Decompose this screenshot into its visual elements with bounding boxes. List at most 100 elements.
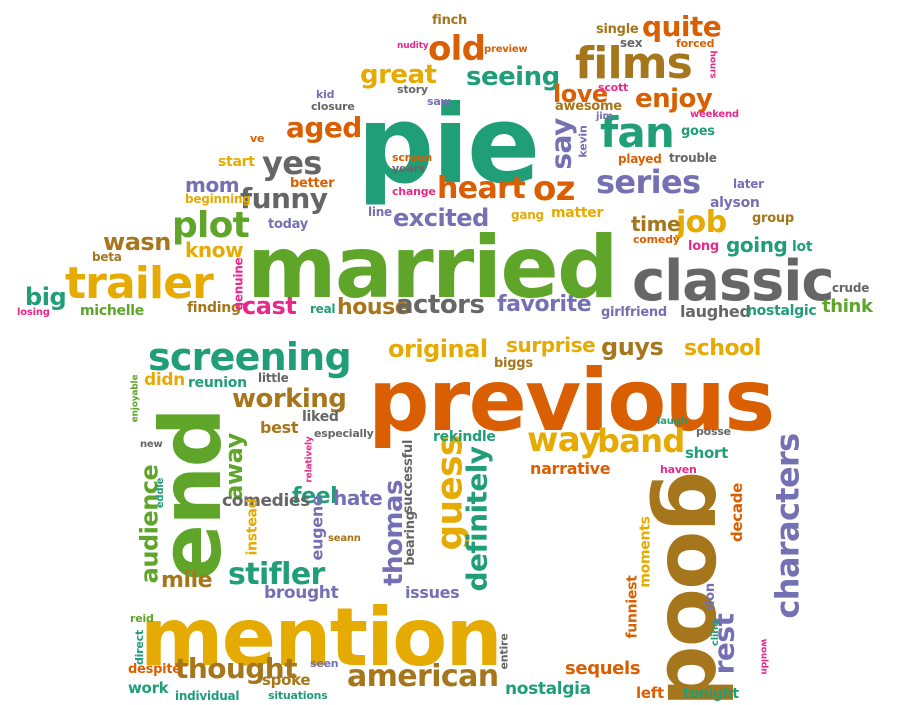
cloud-word: definitely — [460, 446, 494, 592]
cloud-word: liked — [302, 409, 339, 425]
cloud-word: going — [726, 233, 788, 257]
cloud-word: haven — [660, 463, 697, 476]
cloud-word: issues — [405, 583, 460, 602]
cloud-word: years — [392, 162, 425, 175]
cloud-word: start — [218, 154, 255, 170]
cloud-word: spoke — [262, 671, 311, 689]
cloud-word: direct — [133, 630, 146, 665]
cloud-word: work — [128, 679, 169, 697]
cloud-word: closure — [311, 100, 355, 113]
cloud-word: new — [140, 439, 163, 450]
cloud-word: eugene — [307, 495, 327, 561]
cloud-word: better — [290, 176, 335, 191]
cloud-word: time — [631, 212, 681, 236]
cloud-word: despite — [128, 662, 181, 677]
cloud-word: brought — [264, 583, 339, 603]
cloud-word: tonight — [683, 686, 739, 702]
cloud-word: finch — [432, 13, 468, 28]
cloud-word: reunion — [188, 375, 247, 391]
cloud-word: enjoy — [635, 84, 713, 114]
cloud-word: reid — [130, 612, 154, 625]
cloud-word: preview — [484, 44, 528, 55]
cloud-word: individual — [175, 689, 240, 703]
cloud-word: short — [685, 444, 728, 462]
cloud-word: forced — [676, 37, 715, 50]
cloud-word: played — [618, 152, 662, 166]
cloud-word: weekend — [690, 109, 739, 120]
cloud-word: think — [822, 296, 873, 317]
cloud-word: nudity — [397, 41, 429, 51]
cloud-word: band — [597, 422, 685, 460]
cloud-word: seen — [310, 657, 339, 670]
cloud-word: american — [347, 659, 499, 694]
cloud-word: group — [752, 211, 794, 226]
cloud-word: seeing — [466, 62, 560, 92]
cloud-word: screening — [148, 335, 352, 379]
cloud-word: crude — [832, 281, 870, 295]
cloud-word: surprise — [506, 333, 596, 357]
cloud-word: heart — [437, 171, 526, 206]
cloud-word: michelle — [80, 303, 145, 319]
cloud-word: laughed — [680, 302, 751, 321]
cloud-word: left — [636, 684, 664, 702]
cloud-word: job — [676, 205, 727, 240]
cloud-word: saw — [427, 95, 451, 108]
cloud-word: kevin — [576, 125, 590, 158]
cloud-word: matter — [551, 205, 604, 221]
cloud-word: classic — [632, 249, 835, 314]
cloud-word: plot — [172, 205, 250, 246]
cloud-word: don — [702, 583, 718, 610]
cloud-word: eddie — [155, 477, 167, 509]
cloud-word: alyson — [710, 195, 760, 211]
cloud-word: characters — [768, 433, 807, 619]
cloud-word: hours — [707, 50, 718, 79]
cloud-word: love — [553, 80, 608, 108]
cloud-word: favorite — [497, 292, 592, 317]
cloud-word: wouldn — [758, 638, 769, 675]
cloud-word: way — [527, 420, 601, 460]
cloud-word: oz — [533, 169, 575, 209]
cloud-word: guys — [601, 333, 664, 361]
cloud-word: stifler — [228, 557, 325, 592]
cloud-word: jim — [596, 111, 613, 122]
cloud-word: aged — [286, 111, 362, 144]
cloud-word: thought — [175, 652, 297, 685]
cloud-word: later — [733, 177, 764, 191]
cloud-word: married — [247, 218, 619, 318]
cloud-word: ve — [250, 132, 265, 145]
cloud-word: comedy — [633, 233, 680, 246]
cloud-word: today — [268, 217, 308, 232]
cloud-word: posse — [696, 425, 731, 438]
cloud-word: finding — [187, 300, 241, 316]
cloud-word: mom — [185, 173, 240, 197]
cloud-word: house — [337, 295, 410, 320]
cloud-word: scott — [598, 81, 629, 94]
cloud-word: working — [232, 384, 347, 414]
cloud-word: bearing — [402, 511, 418, 566]
cloud-word: awesome — [555, 99, 622, 114]
cloud-word: instead — [244, 498, 261, 556]
cloud-word: cling — [710, 619, 722, 647]
cloud-word: little — [258, 371, 289, 385]
cloud-word: genuine — [231, 257, 246, 311]
cloud-word: previous — [368, 351, 775, 451]
cloud-word: best — [260, 418, 299, 437]
cloud-word: mention — [140, 591, 503, 684]
cloud-word: enjoyable — [130, 374, 141, 423]
cloud-word: decade — [728, 482, 747, 543]
cloud-word: hate — [333, 486, 383, 510]
cloud-word: cast — [242, 292, 297, 320]
cloud-word: old — [428, 29, 486, 69]
cloud-word: line — [368, 205, 392, 219]
cloud-word: mile — [161, 568, 213, 593]
cloud-word: know — [185, 238, 244, 262]
cloud-word: school — [684, 336, 761, 361]
cloud-word: kid — [316, 88, 335, 101]
cloud-word: laugh — [657, 416, 688, 427]
cloud-word: excited — [393, 204, 489, 232]
cloud-word: situations — [268, 689, 328, 702]
cloud-word: goes — [681, 124, 715, 139]
cloud-word: wasn — [103, 228, 171, 256]
cloud-word: relatively — [304, 436, 315, 483]
cloud-word: sex — [620, 36, 643, 50]
